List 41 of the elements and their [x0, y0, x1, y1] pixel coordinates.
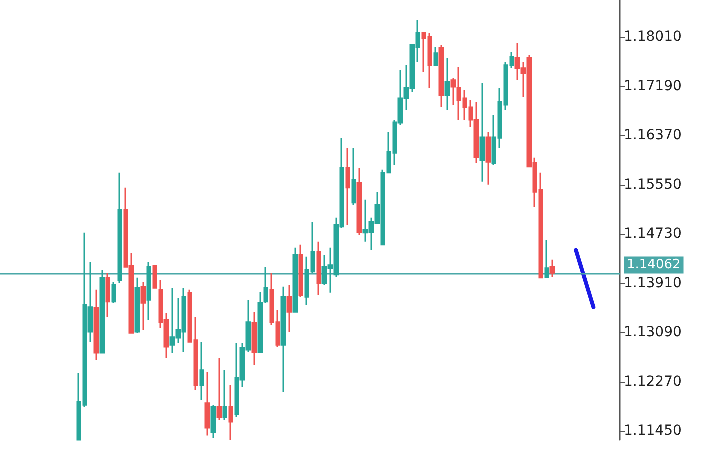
candlestick: [252, 311, 258, 366]
y-tick-label: 1.14730: [624, 226, 682, 242]
candlestick: [210, 404, 216, 439]
candlestick: [480, 82, 486, 183]
candlestick: [316, 241, 322, 296]
candlestick: [286, 284, 292, 333]
y-tick-label: 1.13910: [624, 275, 682, 292]
y-tick-label: 1.11450: [624, 422, 682, 439]
candlestick: [118, 172, 122, 284]
candlestick: [106, 272, 110, 318]
candlestick: [356, 167, 362, 236]
candlestick: [352, 148, 356, 206]
candlestick: [112, 281, 116, 304]
candlestick: [438, 44, 444, 108]
candlestick: [222, 370, 228, 421]
y-tick-label: 1.17190: [624, 78, 682, 94]
candlestick: [292, 247, 298, 313]
candlestick: [280, 286, 286, 393]
y-tick-label: 1.13090: [624, 324, 682, 341]
y-tick-label: 1.18010: [624, 29, 682, 46]
candlestick: [200, 341, 204, 402]
candlestick: [146, 262, 152, 321]
candlestick: [134, 277, 140, 334]
y-tick-label: 1.12270: [624, 374, 682, 390]
ref-line-label: 1.14062: [627, 258, 681, 273]
candlestick: [204, 371, 210, 437]
candlestick: [152, 264, 158, 289]
candlestick: [346, 148, 350, 226]
candlestick: [140, 281, 146, 331]
candlestick: [444, 57, 450, 112]
y-tick-label: 1.15550: [624, 176, 682, 193]
candlestick: [228, 384, 234, 441]
candlestick: [486, 131, 492, 186]
y-tick-label: 1.16370: [624, 128, 682, 144]
candlestick: [550, 259, 556, 278]
candlestick: [544, 239, 550, 278]
candlestick: [216, 358, 222, 421]
candlestick: [94, 289, 100, 361]
candlestick: [100, 269, 106, 354]
candlestick: [298, 244, 304, 298]
candlestick: [434, 46, 438, 66]
